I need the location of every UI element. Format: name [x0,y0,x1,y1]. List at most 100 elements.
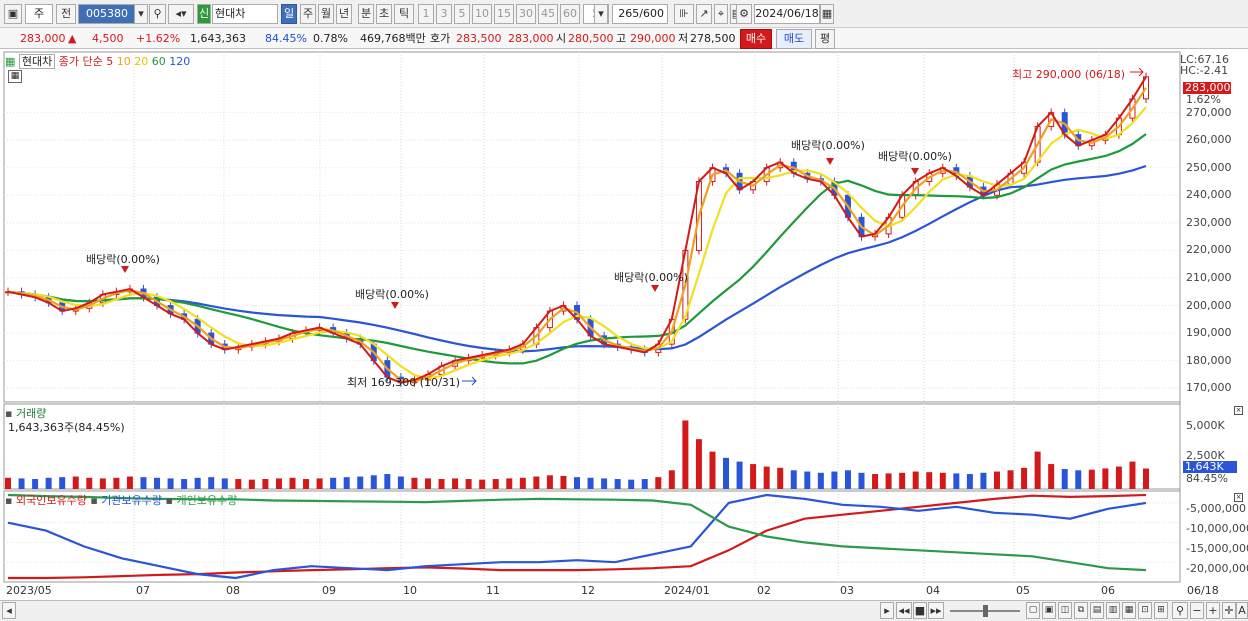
turnover-rate: 0.78% [313,32,348,45]
holding-panel-frame [3,490,1181,583]
forward-icon[interactable]: ▸▸ [928,602,944,619]
zoom-slider-handle[interactable] [983,605,988,617]
text-icon[interactable]: A [1236,602,1248,619]
prev-button[interactable]: 전 [56,4,76,24]
candle-icon[interactable]: ⊪ [674,4,694,24]
low-annotation: 최저 169,300 (10/31) [347,376,461,389]
buy-button[interactable]: 매수 [740,29,772,49]
calendar-icon[interactable]: ▦ [820,4,834,24]
play-icon[interactable]: ▸ [880,602,894,619]
tool-icon[interactable]: ⊞ [1154,602,1168,619]
volume-bar [248,479,255,489]
volume-bar [1034,451,1041,489]
x-axis-label: 2023/05 [6,584,52,597]
dividend-annotation: 배당락(0.00%) [355,288,429,301]
volume-bar [452,478,459,489]
interval-1[interactable]: 1 [418,4,434,24]
chevron-down-icon[interactable]: ▾ [134,4,148,24]
lc-value: LC:67.16 [1180,53,1230,66]
ma20-line [7,106,1147,380]
tool-icon[interactable]: ⧉ [1074,602,1088,619]
tool-icon[interactable]: ▦ [1122,602,1136,619]
rewind-icon[interactable]: ◂◂ [896,602,912,619]
interval-15[interactable]: 15 [494,4,514,24]
minus-icon[interactable]: − [1190,602,1204,619]
plus-icon[interactable]: + [1206,602,1220,619]
tool-icon[interactable]: ▣ [1042,602,1056,619]
period-year[interactable]: 년 [336,4,352,24]
volume-bar [614,479,621,489]
stop-icon[interactable]: ■ [913,602,927,619]
volume-bar [926,472,933,489]
volume-bar [966,474,973,489]
period-day[interactable]: 일 [281,4,297,24]
volume-panel-close-icon[interactable]: × [1234,406,1243,415]
zoom-icon[interactable]: ⚲ [1172,602,1188,619]
up-arrow-icon: ▲ [68,32,77,45]
holding-panel-close-icon[interactable]: × [1234,493,1243,502]
date-input[interactable]: 2024/06/18 [754,4,820,24]
current-price: 283,000 [20,32,66,45]
eval-button[interactable]: 평 [815,29,835,49]
price-tick: 180,000 [1186,353,1232,367]
interval-5[interactable]: 5 [454,4,470,24]
count-input[interactable]: 265/600 [612,4,668,24]
stock-chart[interactable] [0,0,1248,600]
volume-tick-2: 2,500K [1186,449,1225,462]
period-second[interactable]: 초 [376,4,392,24]
period-tick[interactable]: 틱 [394,4,414,24]
price-tick: 250,000 [1186,160,1232,174]
chevron-down-icon[interactable]: ▾ [594,4,608,24]
interval-3[interactable]: 3 [436,4,452,24]
current-volume-tag: 1,643K [1183,461,1237,473]
volume-ratio: 84.45% [265,32,307,45]
tool-icon[interactable]: ⊡ [1138,602,1152,619]
volume-bar [411,477,418,489]
tool-icon[interactable]: ▤ [1090,602,1104,619]
stock-code-input[interactable]: 005380 [78,4,136,24]
line-icon[interactable]: ↗ [696,4,712,24]
interval-60[interactable]: 60 [560,4,580,24]
period-week[interactable]: 주 [300,4,316,24]
high-label: 고 [616,32,627,45]
tool-icon[interactable]: ◫ [1058,602,1072,619]
move-icon[interactable]: ✛ [1222,602,1236,619]
volume-bar [763,466,770,489]
volume-bar [465,479,472,489]
tool-icon[interactable]: ▢ [1026,602,1040,619]
ma5-line [7,76,1147,384]
window-icon[interactable]: ▣ [4,4,22,24]
volume-bar [424,478,431,489]
volume-tick-1: 5,000K [1186,419,1225,432]
price-tick: 170,000 [1186,381,1232,395]
price-change-pct: +1.62% [136,32,181,45]
volume-bar [154,477,161,489]
volume-bar [235,479,242,489]
draw-icon[interactable]: ⌖ [714,4,728,24]
gear-icon[interactable]: ⚙ [736,4,752,24]
volume-bar [208,477,215,489]
dividend-arrow-icon [911,168,919,175]
volume-bar [140,477,147,489]
grid-toggle-icon[interactable]: ▦ [8,70,22,83]
tool-icon[interactable]: ▥ [1106,602,1120,619]
volume-bar [72,476,79,489]
scroll-left-icon[interactable]: ◂ [2,602,16,619]
stock-name: 현대차 [212,4,278,24]
volume-bar [1143,468,1149,489]
interval-45[interactable]: 45 [538,4,558,24]
holding-tick-3: -15,000,000 [1186,542,1248,555]
interval-30[interactable]: 30 [516,4,536,24]
sell-button[interactable]: 매도 [776,29,812,49]
interval-10[interactable]: 10 [472,4,492,24]
period-minute[interactable]: 분 [358,4,374,24]
speaker-icon[interactable]: ◂▾ [168,4,194,24]
search-icon[interactable]: ⚲ [149,4,166,24]
volume-bar [1115,466,1122,489]
ma10-line [7,87,1147,383]
period-month[interactable]: 월 [318,4,334,24]
volume-bar [709,451,716,489]
market-select[interactable]: 주 [25,4,53,24]
volume-bar [99,478,106,489]
volume-bar [370,475,377,489]
